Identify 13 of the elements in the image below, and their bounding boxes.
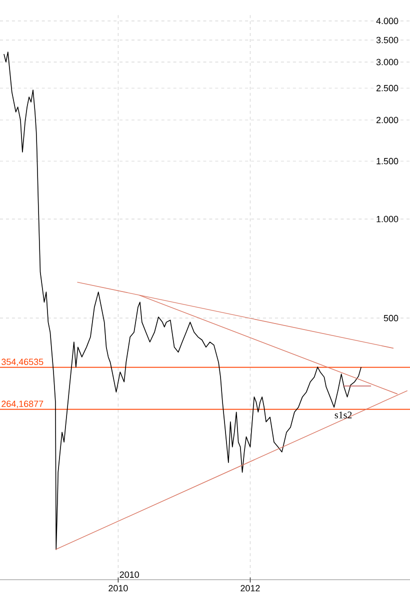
annotation: 2010	[120, 571, 139, 578]
y-tick-label: 1.500	[376, 158, 398, 164]
y-tick-label: 2.500	[376, 84, 398, 92]
annotation: s1s2	[334, 412, 352, 418]
y-tick-label: 500	[384, 314, 398, 322]
ref-line-label: 354,46535	[2, 358, 44, 366]
ref-line-label: 264,16877	[2, 400, 44, 408]
y-tick-label: 2.000	[376, 116, 398, 124]
y-tick-label: 1.000	[376, 216, 398, 222]
y-tick-label: 4.000	[376, 18, 398, 24]
y-tick-label: 3.500	[376, 36, 398, 44]
x-tick-label: 2012	[240, 585, 260, 592]
y-tick-label: 3.000	[376, 58, 398, 66]
